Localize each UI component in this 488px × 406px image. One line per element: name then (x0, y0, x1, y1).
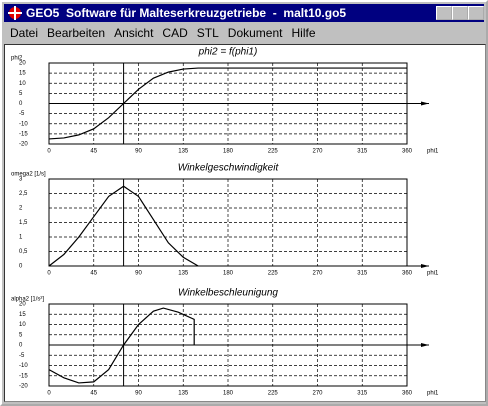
y-tick-label: 15 (19, 312, 26, 318)
y-tick-label: 0 (19, 101, 23, 107)
chart-title: Winkelgeschwindigkeit (178, 163, 280, 174)
x-tick-label: 45 (90, 391, 97, 397)
y-tick-label: 20 (19, 302, 26, 308)
y-tick-label: -20 (19, 384, 28, 390)
y-tick-label: 10 (19, 81, 26, 87)
y-tick-label: -5 (19, 353, 25, 359)
menu-item[interactable]: Bearbeiten (47, 26, 106, 40)
x-axis-label: phi1 (427, 391, 439, 397)
maximize-button[interactable] (452, 6, 468, 20)
x-tick-label: 90 (135, 391, 142, 397)
axis-arrow (421, 343, 429, 347)
menu-item[interactable]: Ansicht (114, 26, 154, 40)
y-axis-label: alpha2 [1/s²] (11, 297, 44, 303)
x-tick-label: 225 (268, 271, 279, 277)
y-tick-label: 0,5 (19, 249, 28, 255)
x-tick-label: 315 (357, 391, 368, 397)
y-tick-label: 2 (19, 206, 23, 212)
y-tick-label: 1 (19, 235, 23, 241)
chart-title: phi2 = f(phi1) (198, 47, 258, 58)
x-tick-label: 315 (357, 271, 368, 277)
client-area: phi2 = f(phi1) phi2 phi1 20 15 10 5 0 -5 -10 -15 -2… (4, 44, 486, 402)
x-tick-label: 360 (402, 271, 413, 277)
x-tick-label: 135 (178, 391, 189, 397)
title-bar: GEO5 Software für Malteserkreuzgetriebe … (4, 4, 484, 22)
x-axis-label: phi1 (427, 271, 439, 277)
menu-item[interactable]: STL (196, 26, 219, 40)
x-tick-label: 360 (402, 391, 413, 397)
window-title: GEO5 Software für Malteserkreuzgetriebe … (26, 6, 347, 20)
x-tick-label: 0 (47, 271, 51, 277)
y-tick-label: 5 (19, 91, 23, 97)
axis-arrow (421, 264, 429, 268)
x-tick-label: 135 (178, 149, 189, 155)
y-tick-label: 2,5 (19, 191, 28, 197)
x-tick-label: 315 (357, 149, 368, 155)
menu-item[interactable]: Datei (10, 26, 39, 40)
x-tick-label: 135 (178, 271, 189, 277)
x-tick-label: 0 (47, 149, 51, 155)
axis-arrow (421, 101, 429, 106)
y-tick-label: 0 (19, 264, 23, 270)
data-line (48, 307, 195, 384)
data-line (48, 67, 407, 140)
x-tick-label: 360 (402, 149, 413, 155)
chart-title: Winkelbeschleunigung (178, 288, 278, 299)
x-tick-label: 0 (47, 391, 51, 397)
menu-item[interactable]: Hilfe (291, 26, 316, 40)
charts: phi2 = f(phi1)phi2phi120151050-5-10-15-2… (11, 47, 439, 397)
x-tick-label: 180 (223, 149, 234, 155)
y-tick-label: -15 (19, 131, 28, 137)
x-tick-label: 45 (90, 149, 97, 155)
minimize-button[interactable] (436, 6, 452, 20)
y-tick-label: -10 (19, 363, 28, 369)
y-tick-label: 5 (19, 332, 23, 338)
y-tick-label: -10 (19, 121, 28, 127)
y-tick-label: 0 (19, 343, 23, 349)
y-tick-label: -5 (19, 111, 25, 117)
y-tick-label: 10 (19, 322, 26, 328)
menu-item[interactable]: Dokument (227, 26, 283, 40)
y-tick-label: 3 (19, 177, 23, 183)
x-tick-label: 180 (223, 271, 234, 277)
y-tick-label: 15 (19, 71, 26, 77)
x-tick-label: 45 (90, 271, 97, 277)
x-axis-label: phi1 (427, 149, 439, 155)
x-tick-label: 90 (135, 271, 142, 277)
x-tick-label: 225 (268, 149, 279, 155)
app-icon (8, 6, 22, 20)
x-tick-label: 90 (135, 149, 142, 155)
x-tick-label: 180 (223, 391, 234, 397)
x-tick-label: 225 (268, 391, 279, 397)
menu-bar: Datei Bearbeiten Ansicht CAD STL Dokument Hilf… (4, 24, 316, 42)
y-tick-label: -20 (19, 142, 28, 148)
data-line (48, 185, 199, 267)
x-tick-label: 270 (312, 149, 323, 155)
y-axis-label: omega2 [1/s] (11, 172, 46, 178)
y-tick-label: -15 (19, 373, 28, 379)
x-tick-label: 270 (312, 271, 323, 277)
menu-item[interactable]: CAD (162, 26, 188, 40)
y-tick-label: 20 (19, 61, 26, 67)
close-button[interactable] (468, 6, 484, 20)
y-axis-label: phi2 (11, 56, 23, 62)
x-tick-label: 270 (312, 391, 323, 397)
y-tick-label: 1,5 (19, 220, 28, 226)
plot-frame (48, 178, 408, 267)
